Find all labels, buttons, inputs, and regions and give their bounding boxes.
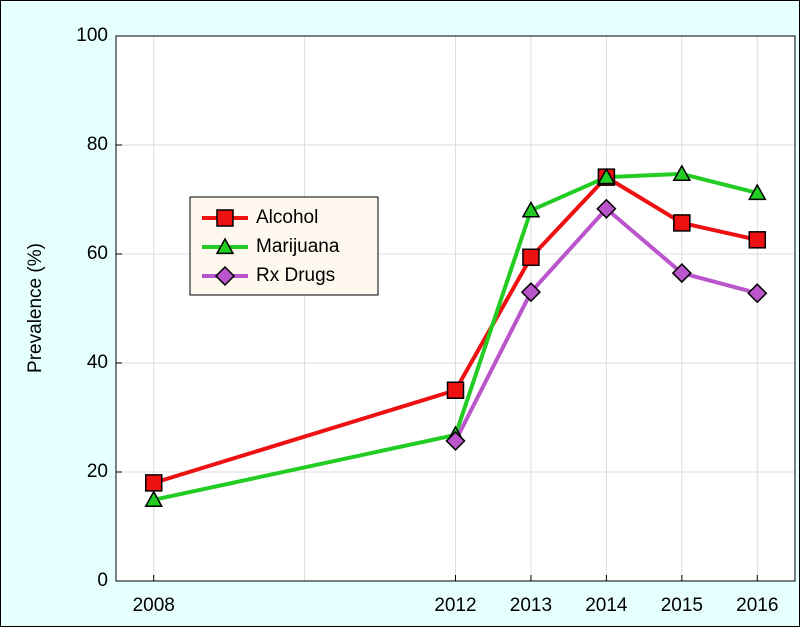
marker bbox=[522, 248, 540, 267]
marker bbox=[520, 282, 542, 303]
y-tick-label: 80 bbox=[87, 134, 108, 155]
marker bbox=[215, 237, 235, 255]
y-axis-label: Prevalence (%) bbox=[25, 243, 46, 373]
marker bbox=[521, 200, 541, 218]
marker bbox=[144, 474, 163, 492]
marker bbox=[671, 263, 692, 284]
y-tick-label: 0 bbox=[97, 570, 108, 591]
marker bbox=[596, 198, 617, 219]
marker bbox=[445, 430, 466, 451]
y-tick-label: 20 bbox=[87, 461, 108, 482]
series-line bbox=[153, 171, 758, 502]
marker bbox=[216, 209, 234, 227]
legend-label: Rx Drugs bbox=[256, 265, 335, 286]
x-tick-label: 2015 bbox=[661, 595, 703, 616]
y-tick-label: 40 bbox=[87, 352, 108, 373]
marker bbox=[748, 183, 767, 201]
legend: Alcohol Marijuana Rx Drugs bbox=[189, 196, 379, 296]
marker bbox=[748, 231, 767, 249]
y-tick-label: 100 bbox=[76, 25, 108, 46]
marker bbox=[747, 283, 768, 304]
x-tick-label: 2008 bbox=[133, 595, 175, 616]
legend-label: Alcohol bbox=[256, 207, 318, 228]
marker bbox=[673, 214, 691, 232]
marker bbox=[214, 265, 236, 287]
x-tick-label: 2014 bbox=[585, 595, 628, 616]
marker bbox=[672, 164, 692, 182]
y-tick-label: 60 bbox=[87, 243, 108, 264]
series-line bbox=[153, 175, 758, 485]
x-tick-label: 2016 bbox=[736, 595, 778, 616]
marker bbox=[144, 490, 163, 507]
legend-label: Marijuana bbox=[256, 236, 340, 257]
x-tick-label: 2013 bbox=[510, 595, 552, 616]
marker bbox=[597, 167, 616, 185]
x-tick-label: 2012 bbox=[434, 595, 476, 616]
marker bbox=[446, 381, 465, 399]
